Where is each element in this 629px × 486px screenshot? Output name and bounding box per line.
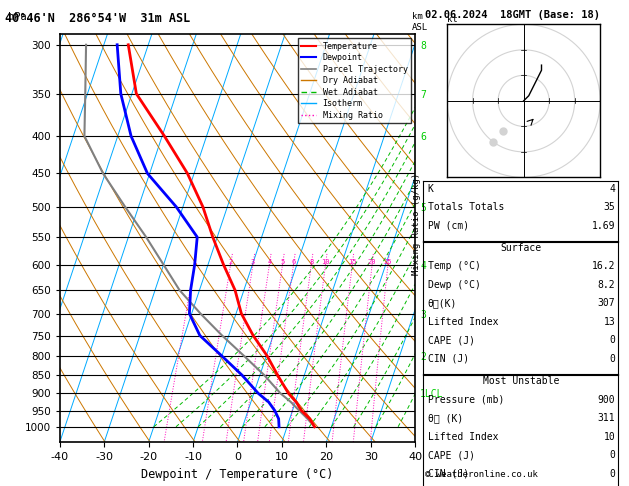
Text: 25: 25 [384,259,392,265]
Text: 5: 5 [281,259,285,265]
Text: CIN (J): CIN (J) [428,469,469,479]
Text: 311: 311 [598,413,615,423]
Text: K: K [428,184,433,194]
Text: Temp (°C): Temp (°C) [428,261,481,272]
Text: 10: 10 [603,432,615,442]
Text: 8.2: 8.2 [598,280,615,290]
Text: 02.06.2024  18GMT (Base: 18): 02.06.2024 18GMT (Base: 18) [425,10,599,20]
Text: km
ASL: km ASL [412,12,428,32]
Text: CAPE (J): CAPE (J) [428,450,475,460]
Text: θᴄ (K): θᴄ (K) [428,413,463,423]
Text: 307: 307 [598,298,615,309]
Text: 3: 3 [251,259,255,265]
Text: 0: 0 [610,450,615,460]
Text: kt: kt [447,15,458,23]
Text: 6: 6 [291,259,296,265]
Text: 900: 900 [598,395,615,405]
Text: CIN (J): CIN (J) [428,354,469,364]
Text: 4: 4 [267,259,272,265]
Text: Dewp (°C): Dewp (°C) [428,280,481,290]
Text: CAPE (J): CAPE (J) [428,335,475,346]
Text: 4: 4 [610,184,615,194]
Text: 15: 15 [348,259,357,265]
Text: Totals Totals: Totals Totals [428,202,504,212]
X-axis label: Dewpoint / Temperature (°C): Dewpoint / Temperature (°C) [142,468,333,481]
Text: 1.69: 1.69 [592,221,615,231]
Text: PW (cm): PW (cm) [428,221,469,231]
Text: Lifted Index: Lifted Index [428,432,498,442]
Text: 13: 13 [603,317,615,327]
Text: Lifted Index: Lifted Index [428,317,498,327]
Text: Surface: Surface [501,243,542,253]
Text: 8: 8 [309,259,313,265]
Text: © weatheronline.co.uk: © weatheronline.co.uk [425,469,537,479]
Text: 2: 2 [228,259,233,265]
Text: 35: 35 [603,202,615,212]
Text: θᴄ(K): θᴄ(K) [428,298,457,309]
Text: 16.2: 16.2 [592,261,615,272]
Text: Mixing Ratio (g/kg): Mixing Ratio (g/kg) [412,173,421,275]
Text: 0: 0 [610,335,615,346]
Text: 10: 10 [321,259,330,265]
Text: 1: 1 [192,259,197,265]
Text: 20: 20 [368,259,376,265]
Legend: Temperature, Dewpoint, Parcel Trajectory, Dry Adiabat, Wet Adiabat, Isotherm, Mi: Temperature, Dewpoint, Parcel Trajectory… [298,38,411,123]
Text: 0: 0 [610,354,615,364]
Text: Pressure (mb): Pressure (mb) [428,395,504,405]
Text: 0: 0 [610,469,615,479]
Text: 40°46'N  286°54'W  31m ASL: 40°46'N 286°54'W 31m ASL [5,12,190,25]
Text: Most Unstable: Most Unstable [483,376,559,386]
Text: hPa: hPa [8,12,26,22]
